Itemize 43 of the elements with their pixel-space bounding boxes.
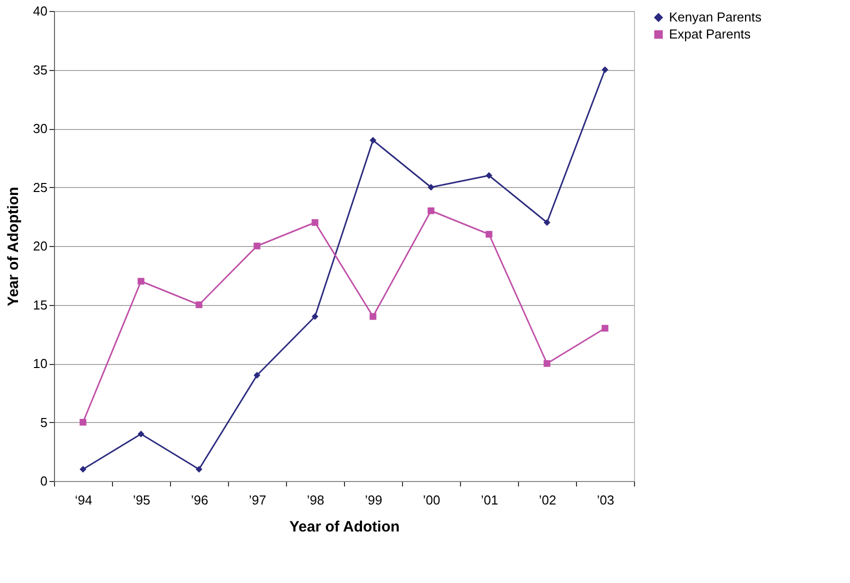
- point: [428, 207, 434, 214]
- x-tick-label: ‘94: [74, 492, 92, 508]
- point: [370, 136, 376, 144]
- y-tick-label: 10: [33, 356, 48, 371]
- point: [138, 278, 144, 285]
- x-axis-title: Year of Adotion: [289, 518, 400, 536]
- legend-label: Expat Parents: [669, 26, 752, 42]
- point: [254, 372, 260, 379]
- y-tick-label: 15: [33, 297, 48, 312]
- point: [428, 184, 434, 191]
- x-tick-label: ’01: [480, 492, 498, 508]
- point: [138, 430, 144, 438]
- point: [312, 313, 318, 320]
- y-tick-label: 5: [40, 414, 48, 430]
- point: [486, 172, 492, 179]
- point: [312, 219, 318, 226]
- point: [196, 301, 202, 308]
- point: [602, 324, 608, 332]
- point: [80, 466, 86, 473]
- x-tick-label: ’98: [306, 492, 324, 508]
- y-tick-label: 25: [33, 180, 48, 195]
- x-tick-label: ’02: [538, 492, 556, 508]
- legend-label: Kenyan Parents: [669, 10, 762, 24]
- point: [544, 360, 550, 367]
- x-tick-label: ’99: [364, 492, 382, 508]
- point: [544, 219, 550, 226]
- point: [486, 230, 492, 238]
- y-tick-label: 35: [33, 62, 48, 78]
- point: [196, 466, 202, 473]
- y-tick-label: 40: [33, 4, 48, 18]
- x-tick-label: ’96: [190, 492, 208, 508]
- x-tick-label: ’00: [422, 492, 440, 508]
- x-tick-label: ’97: [248, 492, 266, 508]
- y-tick-label: 20: [33, 238, 48, 254]
- x-tick-label: ’03: [596, 492, 614, 508]
- x-tick-label: ’95: [132, 492, 150, 508]
- y-tick-label: 30: [33, 121, 48, 136]
- point: [254, 242, 260, 250]
- y-axis-title: Year of Adoption: [5, 186, 22, 306]
- point: [80, 418, 86, 426]
- y-tick-label: 0: [40, 474, 48, 488]
- point: [602, 66, 608, 74]
- point: [370, 313, 376, 320]
